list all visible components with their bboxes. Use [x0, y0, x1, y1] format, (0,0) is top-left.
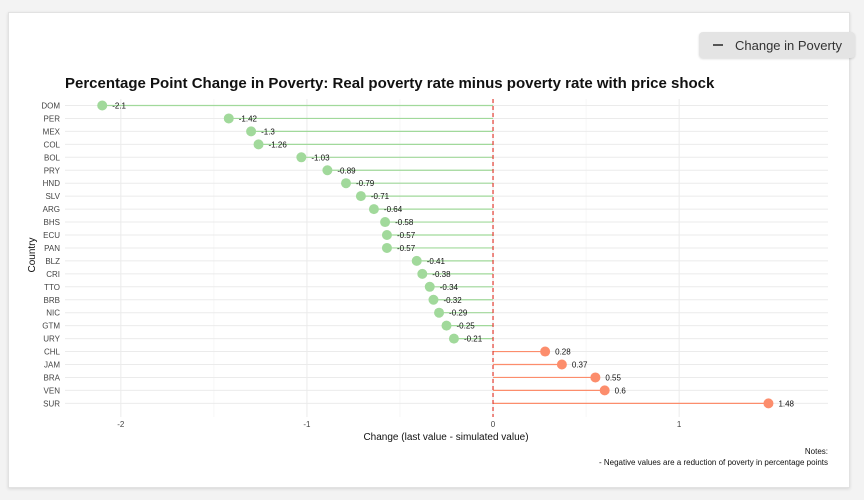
y-tick-label-cri: CRI	[46, 270, 60, 279]
y-tick-label-per: PER	[44, 114, 61, 123]
y-tick-label-brb: BRB	[44, 296, 60, 305]
data-label-pan: -0.57	[397, 244, 416, 253]
y-axis-tick-labels: DOM PER MEX COL BOL PRY HND SLV ARG BHS ECU PAN BLZ C…	[41, 102, 60, 409]
point-brb	[428, 294, 439, 305]
y-tick-label-hnd: HND	[43, 179, 61, 188]
data-label-arg: -0.64	[384, 205, 403, 214]
point-mex	[246, 126, 257, 137]
data-label-pry: -0.89	[337, 166, 356, 175]
y-tick-label-sur: SUR	[43, 399, 60, 408]
data-label-ury: -0.21	[464, 335, 483, 344]
point-slv	[355, 191, 366, 202]
y-tick-label-ecu: ECU	[43, 231, 60, 240]
point-per	[223, 113, 234, 124]
data-label-bra: 0.55	[605, 373, 621, 382]
y-tick-label-slv: SLV	[45, 192, 60, 201]
y-tick-label-blz: BLZ	[45, 257, 60, 266]
y-tick-label-gtm: GTM	[42, 322, 60, 331]
point-tto	[424, 281, 435, 292]
point-pry	[322, 165, 333, 176]
y-tick-label-dom: DOM	[41, 102, 60, 111]
notes-heading: Notes:	[805, 447, 828, 456]
point-blz	[411, 255, 422, 266]
y-tick-label-pan: PAN	[44, 244, 60, 253]
data-label-dom: -2.1	[112, 102, 126, 111]
y-tick-label-col: COL	[44, 140, 61, 149]
data-label-col: -1.26	[269, 140, 288, 149]
notes-line: - Negative values are a reduction of pov…	[599, 458, 828, 467]
point-dom	[97, 100, 108, 111]
y-tick-label-arg: ARG	[43, 205, 60, 214]
data-label-cri: -0.38	[432, 270, 451, 279]
data-label-nic: -0.29	[449, 309, 468, 318]
data-label-bol: -1.03	[311, 153, 330, 162]
stems	[102, 104, 769, 404]
chart-title: Percentage Point Change in Poverty: Real…	[65, 75, 715, 92]
point-jam	[556, 359, 567, 370]
point-cri	[417, 268, 428, 279]
legend-toggle-button[interactable]: Change in Poverty	[699, 32, 855, 58]
data-label-ecu: -0.57	[397, 231, 416, 240]
data-label-blz: -0.41	[427, 257, 446, 266]
chart-card	[8, 12, 850, 488]
y-tick-label-ury: URY	[43, 335, 60, 344]
point-sur	[763, 398, 774, 409]
y-tick-label-ven: VEN	[44, 386, 61, 395]
y-tick-label-jam: JAM	[44, 361, 60, 370]
y-tick-label-bol: BOL	[44, 153, 61, 162]
data-label-brb: -0.32	[443, 296, 462, 305]
point-chl	[540, 346, 551, 357]
series-dash-icon	[713, 44, 723, 46]
y-tick-label-chl: CHL	[44, 348, 61, 357]
data-label-tto: -0.34	[440, 283, 459, 292]
data-label-per: -1.42	[239, 114, 258, 123]
x-tick-label: 1	[677, 420, 682, 429]
point-hnd	[341, 178, 352, 189]
y-tick-label-bhs: BHS	[44, 218, 60, 227]
legend-toggle-label: Change in Poverty	[735, 37, 842, 53]
x-axis-tick-labels: -2 -1 0 1	[117, 420, 682, 429]
point-ven	[599, 385, 610, 396]
y-axis-title: Country	[27, 237, 38, 272]
grid	[65, 99, 828, 417]
data-labels: -2.1 -1.42-1.3 -1.26 -1.03 -0.89-0.79 -0.71 -0…	[112, 102, 794, 409]
point-bol	[296, 152, 307, 163]
data-label-gtm: -0.25	[457, 322, 476, 331]
point-nic	[434, 307, 445, 318]
data-label-bhs: -0.58	[395, 218, 414, 227]
point-ury	[448, 333, 459, 344]
x-tick-label: -2	[117, 420, 125, 429]
x-tick-label: 0	[491, 420, 496, 429]
data-label-chl: 0.28	[555, 348, 571, 357]
y-tick-label-bra: BRA	[44, 373, 61, 382]
point-pan	[381, 242, 392, 253]
data-label-mex: -1.3	[261, 127, 275, 136]
y-tick-label-tto: TTO	[44, 283, 60, 292]
point-gtm	[441, 320, 452, 331]
point-ecu	[381, 230, 392, 240]
y-tick-label-pry: PRY	[44, 166, 61, 175]
x-tick-label: -1	[303, 420, 311, 429]
y-tick-label-nic: NIC	[46, 309, 60, 318]
point-col	[253, 139, 264, 150]
data-label-sur: 1.48	[778, 399, 794, 408]
points	[97, 100, 774, 409]
point-bra	[590, 372, 601, 383]
y-tick-label-mex: MEX	[43, 127, 61, 136]
point-arg	[368, 204, 379, 215]
data-label-jam: 0.37	[572, 361, 588, 370]
data-label-hnd: -0.79	[356, 179, 375, 188]
data-label-ven: 0.6	[615, 386, 627, 395]
point-bhs	[380, 217, 391, 228]
x-axis-title: Change (last value - simulated value)	[363, 432, 528, 443]
data-label-slv: -0.71	[371, 192, 390, 201]
